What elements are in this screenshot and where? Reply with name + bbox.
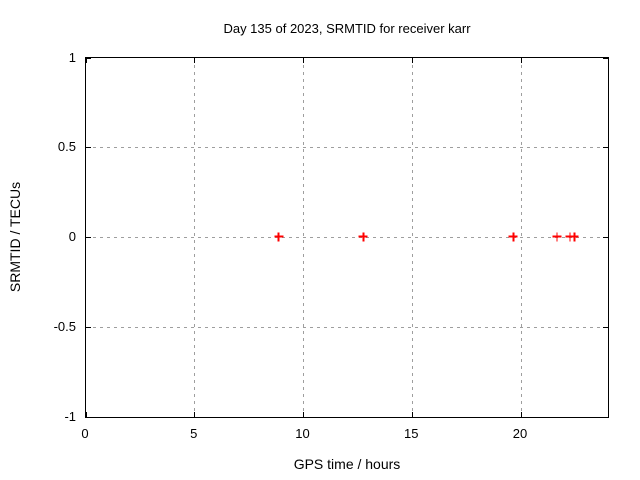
- horizontal-gridline: [86, 326, 608, 328]
- x-tick-label: 20: [512, 426, 528, 441]
- x-tick-mark: [411, 412, 413, 417]
- data-point-marker: [274, 232, 284, 241]
- y-tick-mark: [603, 416, 608, 418]
- x-tick-mark: [520, 58, 522, 63]
- x-tick-mark: [85, 58, 87, 63]
- y-tick-mark: [603, 147, 608, 149]
- data-point-marker: [508, 232, 518, 241]
- y-tick-mark: [86, 57, 91, 59]
- data-point-marker: [569, 232, 579, 241]
- y-tick-mark: [86, 147, 91, 149]
- x-tick-label: 10: [295, 426, 310, 441]
- y-tick-label: -1: [64, 408, 76, 424]
- x-tick-mark: [411, 58, 413, 63]
- horizontal-gridline: [86, 237, 608, 238]
- x-tick-label: 5: [190, 426, 198, 441]
- y-tick-label: 0: [68, 229, 76, 244]
- horizontal-gridline: [86, 147, 608, 149]
- data-point-marker: [552, 232, 562, 241]
- x-axis-label: GPS time / hours: [293, 456, 401, 472]
- data-point-marker: [358, 232, 368, 241]
- x-tick-mark: [520, 412, 522, 417]
- y-tick-mark: [86, 416, 91, 418]
- x-tick-mark: [85, 412, 87, 417]
- y-tick-mark: [86, 326, 91, 328]
- x-tick-mark: [194, 58, 196, 63]
- plot-area: [85, 57, 609, 418]
- y-tick-label: 0.5: [57, 139, 76, 155]
- y-tick-mark: [603, 57, 608, 59]
- x-tick-mark: [194, 412, 196, 417]
- x-tick-label: 15: [404, 426, 419, 441]
- y-tick-mark: [603, 326, 608, 328]
- y-tick-mark: [86, 237, 91, 238]
- chart-title: Day 135 of 2023, SRMTID for receiver kar…: [223, 21, 471, 36]
- y-tick-mark: [603, 237, 608, 238]
- x-tick-label: 0: [81, 426, 89, 441]
- x-tick-mark: [303, 58, 304, 63]
- y-tick-label: 1: [68, 49, 76, 65]
- y-tick-label: -0.5: [53, 318, 76, 334]
- x-tick-mark: [303, 412, 304, 417]
